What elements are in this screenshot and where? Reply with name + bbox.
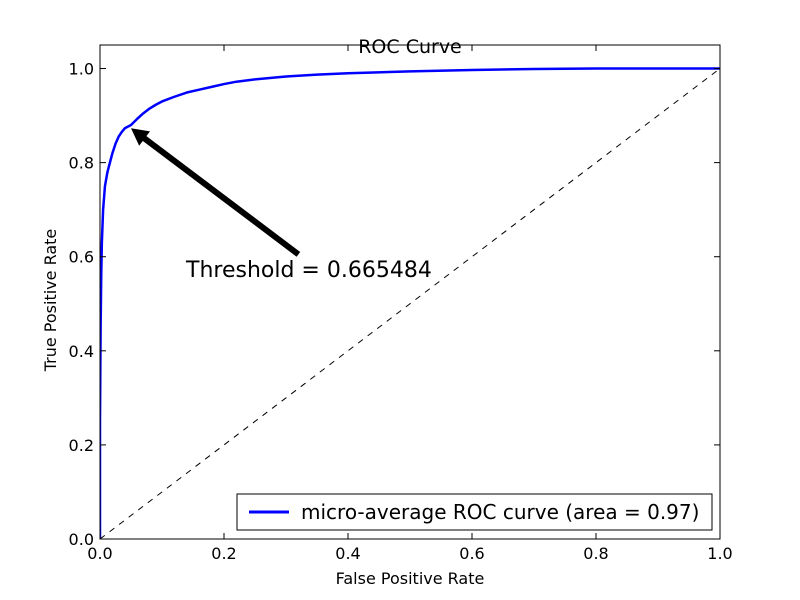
x-axis-label: False Positive Rate xyxy=(336,569,485,588)
ticks-layer: 0.0 0.2 0.4 0.6 0.8 1.0 0.0 0.2 0.4 0.6 0.8 1.0 xyxy=(69,45,733,563)
x-tick-label: 0.0 xyxy=(87,544,112,563)
annotation-arrow-shaft xyxy=(141,134,301,257)
x-tick-label: 0.4 xyxy=(335,544,360,563)
y-tick-label: 0.4 xyxy=(69,342,94,361)
y-axis-label: True Positive Rate xyxy=(41,229,60,373)
y-tick-label: 1.0 xyxy=(69,60,94,79)
y-tick-label: 0.2 xyxy=(69,436,94,455)
legend: micro-average ROC curve (area = 0.97) xyxy=(236,493,713,531)
legend-box xyxy=(236,493,713,531)
y-tick-label: 0.6 xyxy=(69,248,94,267)
legend-label: micro-average ROC curve (area = 0.97) xyxy=(301,500,699,524)
roc-curve-line xyxy=(100,67,720,539)
x-tick-label: 0.6 xyxy=(459,544,484,563)
chart-title: ROC Curve xyxy=(358,36,462,58)
annotation-text: Threshold = 0.665484 xyxy=(185,258,432,283)
chance-diagonal-line xyxy=(100,68,720,539)
threshold-annotation: Threshold = 0.665484 xyxy=(131,128,432,283)
y-tick-label: 0.0 xyxy=(69,530,94,549)
annotation-arrow-head xyxy=(131,128,150,146)
y-tick-label: 0.8 xyxy=(69,154,94,173)
x-tick-label: 1.0 xyxy=(707,544,732,563)
x-tick-label: 0.8 xyxy=(583,544,608,563)
x-tick-label: 0.2 xyxy=(211,544,236,563)
series-layer xyxy=(100,67,720,539)
plot-frame xyxy=(99,44,721,540)
